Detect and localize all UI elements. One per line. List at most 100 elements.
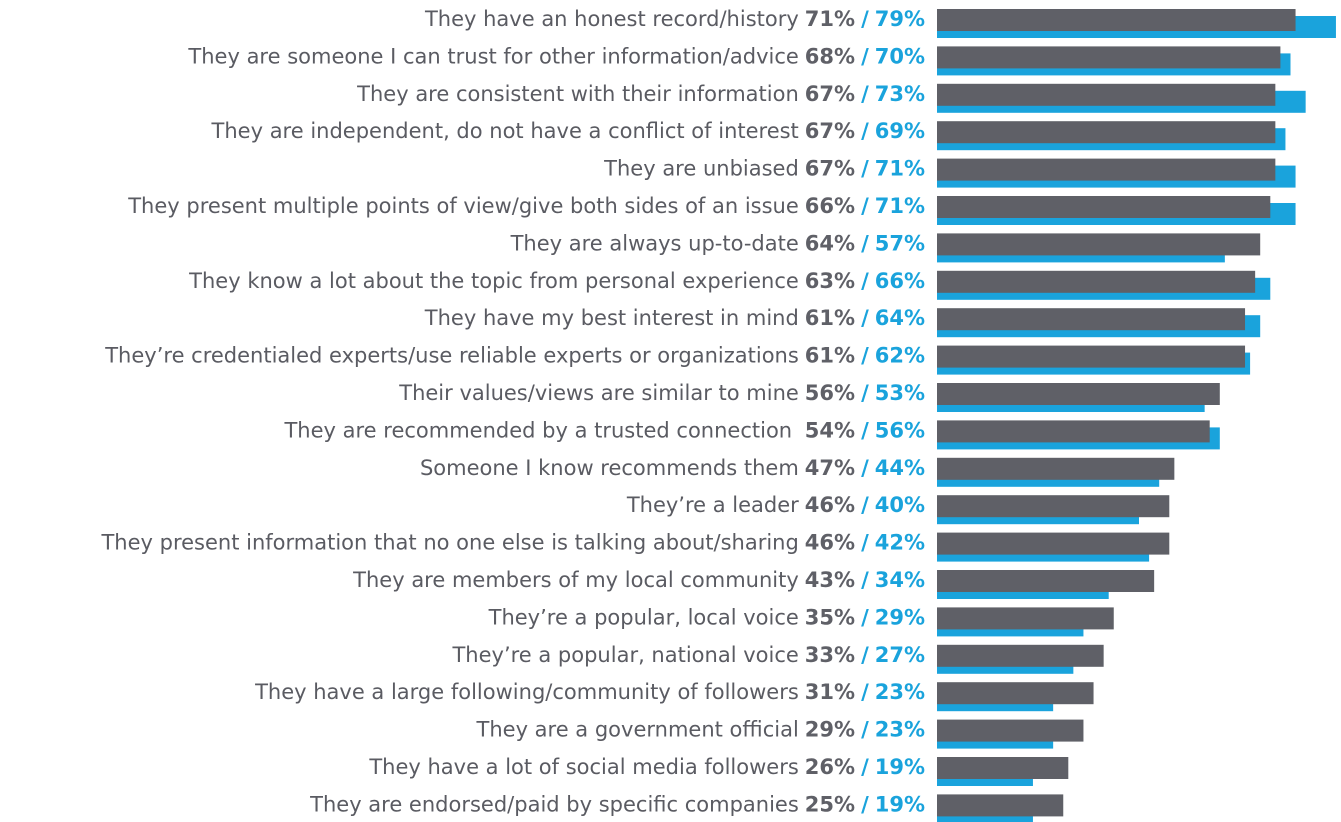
value-label: 64% — [805, 231, 855, 255]
bar — [937, 233, 1261, 256]
row-label: They are consistent with their informati… — [356, 82, 925, 106]
category-label: They are always up-to-date — [510, 231, 799, 255]
separator: / — [861, 792, 869, 816]
row-label: They know a lot about the topic from per… — [188, 269, 925, 293]
category-label: Someone I know recommends them — [420, 456, 799, 480]
value-label: 29% — [805, 718, 855, 742]
value-label: 46% — [805, 493, 855, 517]
value-label: 19% — [875, 792, 925, 816]
bar — [937, 794, 1064, 817]
row-label: They present information that no one els… — [100, 531, 925, 555]
value-label: 67% — [805, 119, 855, 143]
bar — [937, 644, 1104, 667]
bar — [937, 682, 1094, 705]
value-label: 57% — [875, 231, 925, 255]
category-label: They are independent, do not have a conf… — [211, 119, 799, 143]
category-label: They have my best interest in mind — [424, 306, 799, 330]
row-label: They are recommended by a trusted connec… — [283, 418, 925, 442]
value-label: 71% — [805, 7, 855, 31]
category-label: They are recommended by a trusted connec… — [283, 418, 798, 442]
separator: / — [861, 82, 869, 106]
separator: / — [861, 231, 869, 255]
category-label: They know a lot about the topic from per… — [188, 269, 799, 293]
bar — [937, 83, 1276, 106]
row-label: They have a lot of social media follower… — [368, 755, 925, 779]
bar — [937, 158, 1276, 181]
bar — [937, 457, 1175, 480]
value-label: 64% — [875, 306, 925, 330]
value-label: 40% — [875, 493, 925, 517]
separator: / — [861, 643, 869, 667]
value-label: 67% — [805, 82, 855, 106]
bar — [937, 495, 1170, 518]
value-label: 33% — [805, 643, 855, 667]
value-label: 71% — [875, 194, 925, 218]
category-label: They have an honest record/history — [424, 7, 799, 31]
bar — [937, 196, 1271, 218]
row-label: They have a large following/community of… — [254, 680, 925, 704]
value-label: 53% — [875, 381, 925, 405]
row-label: Their values/views are similar to mine 56… — [398, 381, 925, 405]
value-label: 56% — [805, 381, 855, 405]
value-label: 26% — [805, 755, 855, 779]
separator: / — [861, 44, 869, 68]
category-label: They’re a leader — [626, 493, 799, 517]
value-label: 19% — [875, 755, 925, 779]
value-label: 43% — [805, 568, 855, 592]
value-label: 56% — [875, 418, 925, 442]
separator: / — [861, 194, 869, 218]
separator: / — [861, 269, 869, 293]
separator: / — [861, 119, 869, 143]
bar — [937, 719, 1084, 742]
separator: / — [861, 7, 869, 31]
value-label: 67% — [805, 157, 855, 181]
separator: / — [861, 680, 869, 704]
value-label: 70% — [875, 44, 925, 68]
value-label: 46% — [805, 531, 855, 555]
value-label: 44% — [875, 456, 925, 480]
bar — [937, 270, 1256, 293]
separator: / — [861, 456, 869, 480]
category-label: They are endorsed/paid by specific compa… — [309, 792, 799, 816]
row-label: They’re a popular, local voice 35%/29% — [488, 605, 925, 629]
value-label: 66% — [875, 269, 925, 293]
row-label: They are someone I can trust for other i… — [187, 44, 925, 68]
bar — [937, 570, 1155, 592]
row-label: They’re a leader 46%/40% — [626, 493, 925, 517]
bar — [937, 345, 1246, 368]
bar — [937, 757, 1069, 779]
category-label: They’re a popular, national voice — [451, 643, 798, 667]
bar — [937, 607, 1114, 630]
separator: / — [861, 531, 869, 555]
value-label: 54% — [805, 418, 855, 442]
value-label: 66% — [805, 194, 855, 218]
row-label: They are endorsed/paid by specific compa… — [309, 792, 925, 816]
separator: / — [861, 306, 869, 330]
value-label: 71% — [875, 157, 925, 181]
row-label: They are always up-to-date 64%/57% — [510, 231, 925, 255]
category-label: They present information that no one els… — [100, 531, 798, 555]
separator: / — [861, 418, 869, 442]
category-label: They’re a popular, local voice — [488, 605, 799, 629]
value-label: 23% — [875, 680, 925, 704]
bar — [937, 121, 1276, 144]
category-label: They have a large following/community of… — [254, 680, 799, 704]
row-label: They’re credentialed experts/use reliabl… — [104, 344, 925, 368]
value-label: 29% — [875, 605, 925, 629]
value-label: 35% — [805, 605, 855, 629]
bar — [937, 308, 1246, 331]
value-label: 47% — [805, 456, 855, 480]
row-label: They have my best interest in mind 61%/64… — [424, 306, 925, 330]
value-label: 62% — [875, 344, 925, 368]
row-label: They are independent, do not have a conf… — [211, 119, 925, 143]
value-label: 23% — [875, 718, 925, 742]
separator: / — [861, 755, 869, 779]
value-label: 79% — [875, 7, 925, 31]
category-label: They are a government official — [476, 718, 799, 742]
separator: / — [861, 568, 869, 592]
value-label: 73% — [875, 82, 925, 106]
category-label: They present multiple points of view/giv… — [127, 194, 799, 218]
value-label: 34% — [875, 568, 925, 592]
category-label: They are members of my local community — [352, 568, 799, 592]
